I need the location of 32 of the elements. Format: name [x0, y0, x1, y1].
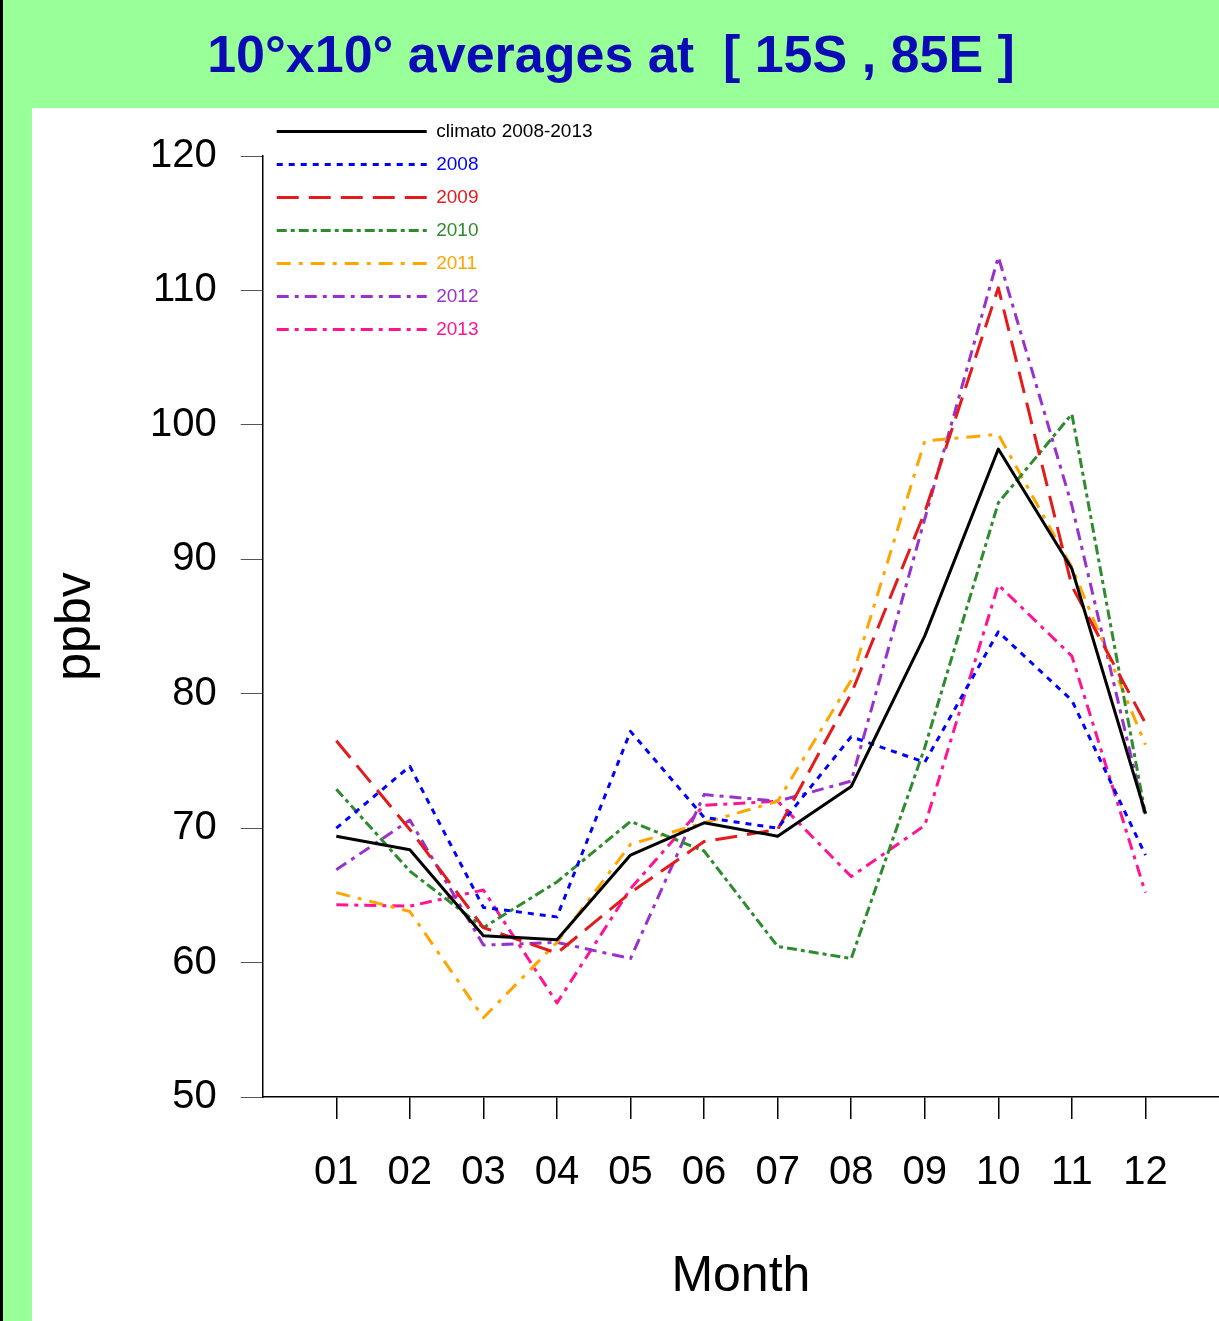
- y-tick-label: 80: [172, 668, 217, 713]
- text: 2010: [436, 218, 479, 240]
- x-tick-label: 06: [681, 1148, 727, 1193]
- text: 2008: [436, 152, 479, 174]
- x-tick-label: 09: [902, 1148, 948, 1193]
- x-tick-label: 05: [608, 1148, 653, 1193]
- line-series: [334, 630, 1147, 919]
- x-tick-label: 08: [828, 1148, 874, 1193]
- x-tick-label: 03: [461, 1148, 506, 1193]
- y-tick-label: 90: [172, 534, 217, 579]
- y-tick-label: 110: [152, 265, 217, 310]
- x-tick-label: 11: [1051, 1148, 1093, 1193]
- y-tick-label: 100: [149, 399, 217, 444]
- text: 2012: [436, 284, 479, 306]
- y-axis-title: ppbv: [44, 572, 101, 681]
- x-tick-label: 01: [314, 1148, 359, 1193]
- text: 2013: [436, 317, 479, 339]
- y-tick-label: 60: [172, 937, 217, 982]
- x-axis-title: Month: [671, 1245, 811, 1302]
- x-tick-label: 10: [976, 1148, 1021, 1193]
- text: climato 2008-2013: [436, 119, 593, 141]
- text: 2009: [436, 185, 479, 207]
- y-tick-label: 70: [172, 803, 217, 848]
- text: 2011: [436, 251, 478, 273]
- x-tick-label: 12: [1123, 1148, 1168, 1193]
- chart-title: 10°x10° averages at [ 15S , 85E ]: [206, 24, 1016, 85]
- line-series: [334, 583, 1147, 1005]
- x-tick-label: 02: [387, 1148, 433, 1193]
- y-tick-label: 50: [172, 1072, 217, 1117]
- x-tick-label: 07: [755, 1148, 800, 1193]
- y-tick-label: 120: [149, 131, 217, 176]
- x-tick-label: 04: [534, 1148, 580, 1193]
